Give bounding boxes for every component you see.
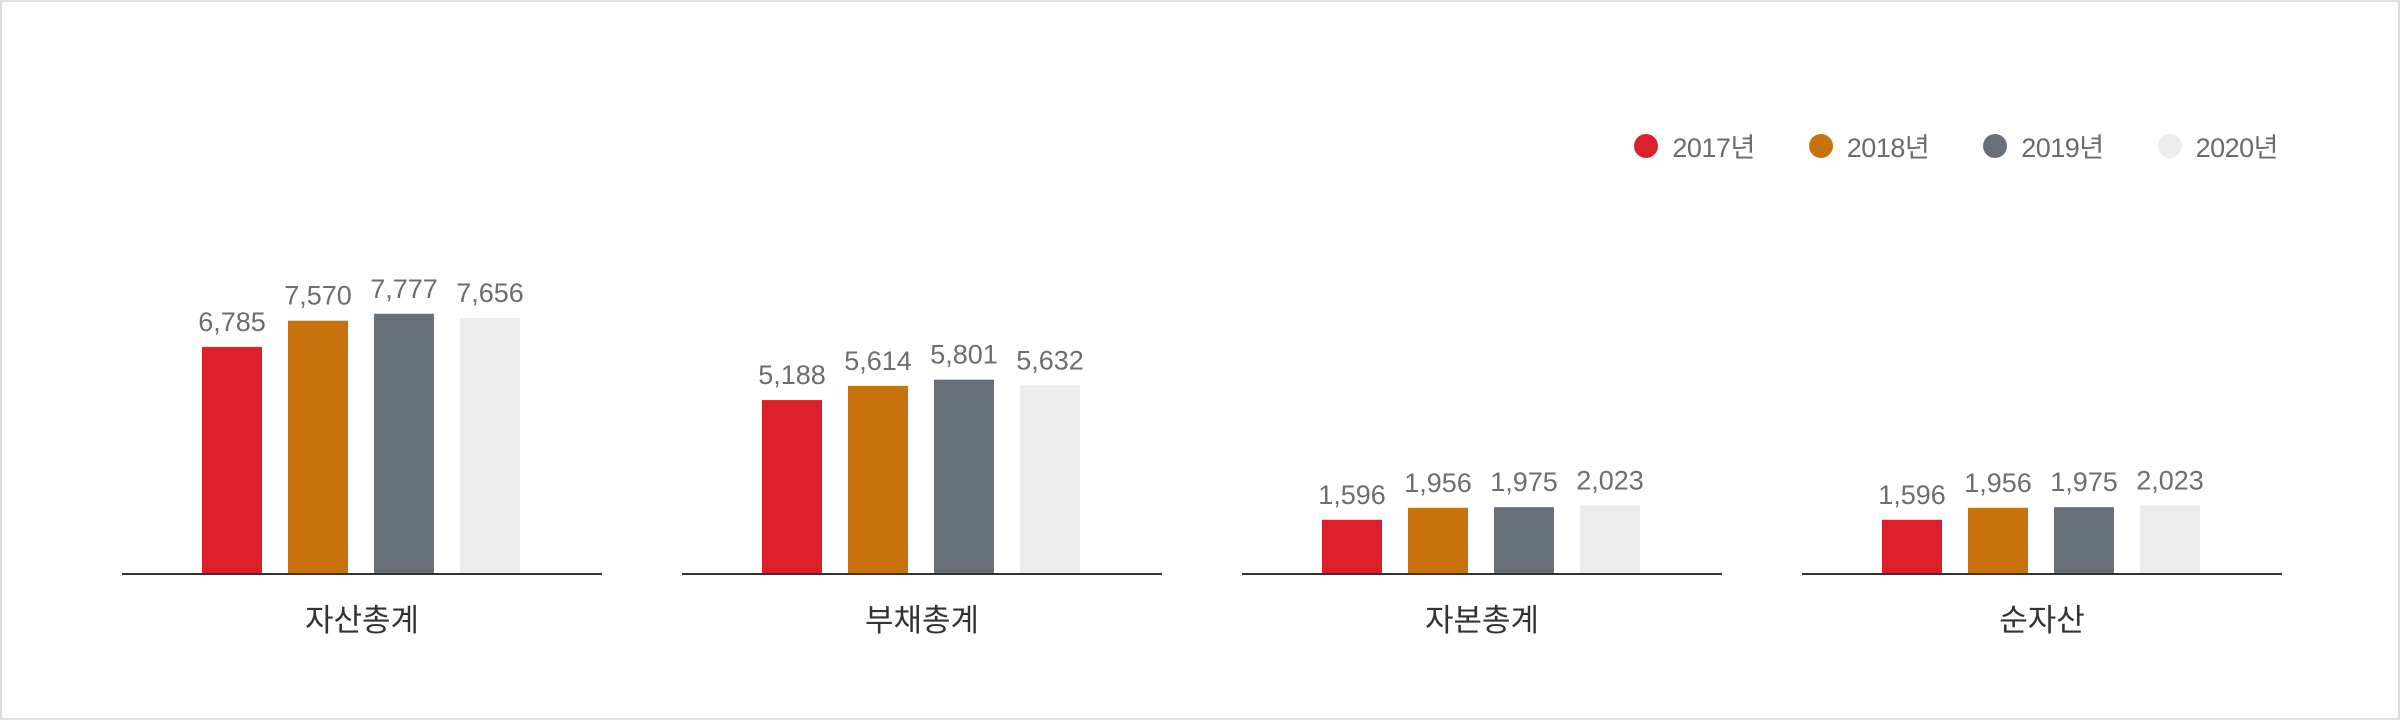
bar — [1494, 507, 1554, 573]
bar — [460, 317, 520, 573]
bar — [848, 385, 908, 573]
data-label: 5,188 — [758, 360, 826, 390]
data-label: 7,656 — [456, 278, 524, 308]
data-label: 1,956 — [1964, 468, 2032, 498]
bar — [374, 313, 434, 573]
category-group: 5,188 5,614 5,801 5,632 부채총계 — [682, 340, 1162, 639]
data-label: 5,801 — [930, 340, 998, 370]
legend-label-2017: 2017년 — [1672, 133, 1755, 163]
category-group: 1,596 1,956 1,975 2,023 순자산 — [1802, 466, 2282, 639]
data-label: 5,614 — [844, 346, 912, 376]
bar — [1580, 505, 1640, 573]
data-label: 5,632 — [1016, 345, 1084, 375]
legend-swatch-2017 — [1634, 133, 1659, 158]
data-label: 2,023 — [2136, 466, 2204, 496]
category-group: 6,785 7,570 7,777 7,656 자산총계 — [122, 274, 602, 639]
bar — [934, 379, 994, 573]
bar — [1882, 519, 1942, 573]
legend-swatch-2019 — [1983, 133, 2008, 158]
bar — [762, 400, 822, 573]
legend-swatch-2018 — [1808, 133, 1833, 158]
bar — [288, 320, 348, 573]
category-label: 부채총계 — [865, 603, 979, 639]
data-label: 6,785 — [198, 307, 266, 337]
legend-item-2018: 2018년 — [1808, 126, 1930, 165]
legend-label-2020: 2020년 — [2195, 133, 2279, 163]
legend-label-2018: 2018년 — [1846, 133, 1930, 163]
legend-label-2019: 2019년 — [2021, 133, 2104, 163]
data-label: 1,975 — [1490, 467, 1558, 497]
legend: 2017년 2018년 2019년 2020년 — [1634, 126, 2279, 165]
bar — [1020, 385, 1080, 573]
data-label: 1,956 — [1404, 468, 1472, 498]
category-label: 자본총계 — [1425, 603, 1539, 639]
legend-swatch-2020 — [2157, 133, 2182, 158]
data-label: 1,596 — [1318, 480, 1386, 510]
bar — [2054, 507, 2114, 573]
legend-item-2017: 2017년 — [1634, 126, 1755, 165]
data-label: 7,777 — [370, 274, 438, 304]
bar — [1968, 507, 2028, 573]
legend-item-2020: 2020년 — [2157, 126, 2279, 165]
data-label: 1,596 — [1878, 480, 1946, 510]
category-label: 자산총계 — [305, 603, 419, 639]
bar — [1408, 507, 1468, 573]
bar — [1322, 519, 1382, 573]
bar — [202, 346, 262, 573]
legend-item-2019: 2019년 — [1983, 126, 2104, 165]
data-label: 7,570 — [284, 281, 352, 311]
category-group: 1,596 1,956 1,975 2,023 자본총계 — [1242, 466, 1722, 639]
bar — [2140, 505, 2200, 573]
data-label: 1,975 — [2050, 467, 2118, 497]
data-label: 2,023 — [1576, 466, 1644, 496]
category-label: 순자산 — [1999, 603, 2085, 639]
